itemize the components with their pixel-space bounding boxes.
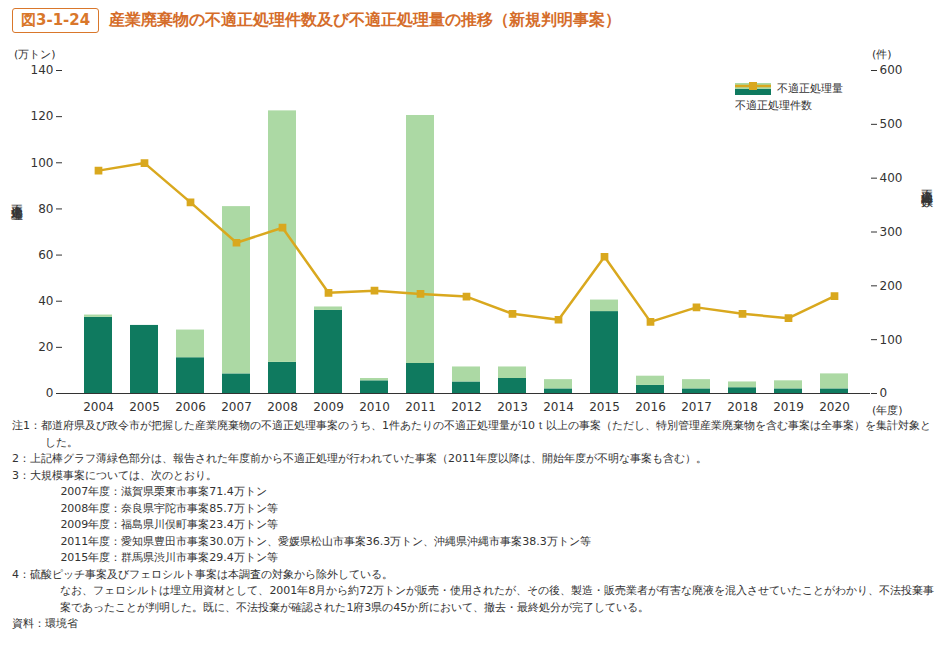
svg-text:2014: 2014 — [543, 400, 574, 414]
svg-text:2008: 2008 — [267, 400, 298, 414]
svg-text:2016: 2016 — [635, 400, 666, 414]
svg-text:2006: 2006 — [175, 400, 206, 414]
svg-text:100: 100 — [880, 333, 903, 347]
svg-text:2017: 2017 — [681, 400, 712, 414]
html-text:産業廃棄物の不適正処理件数及び不適正処理量の推移（新規判明事: 産業廃棄物の不適正処理件数及び不適正処理量の推移（新規判明事案） — [109, 10, 622, 29]
svg-text:300: 300 — [880, 225, 903, 239]
svg-text:60: 60 — [38, 248, 53, 262]
svg-text:2007: 2007 — [221, 400, 252, 414]
svg-text:2015: 2015 — [589, 400, 620, 414]
svg-text:2009: 2009 — [313, 400, 344, 414]
svg-text:2019: 2019 — [773, 400, 804, 414]
svg-text:20: 20 — [38, 340, 53, 354]
svg-text:400: 400 — [880, 171, 903, 185]
svg-text:40: 40 — [38, 294, 53, 308]
html-text:2008年度：奈良県宇陀市事案85.7万トン等: 2008年度：奈良県宇陀市事案85.7万トン等 — [60, 501, 278, 515]
html-text:(年度): (年度) — [872, 404, 903, 417]
html-text:2009年度：福島県川俣町事案23.4万トン等: 2009年度：福島県川俣町事案23.4万トン等 — [60, 518, 278, 531]
svg-text:600: 600 — [880, 63, 903, 77]
html-text:なお、フェロシルトは埋立用資材として、2001年8月から約7: なお、フェロシルトは埋立用資材として、2001年8月から約72万トンが販売・使用… — [60, 584, 935, 614]
svg-text:2011: 2011 — [405, 400, 436, 414]
html-text:3：大規模事案については、次のとおり。: 3：大規模事案については、次のとおり。 — [12, 468, 217, 482]
svg-text:2010: 2010 — [359, 400, 390, 414]
svg-text:200: 200 — [880, 279, 903, 293]
svg-text:100: 100 — [31, 156, 54, 170]
svg-text:0: 0 — [46, 386, 54, 400]
html-text:不適正処理量: 不適正処理量 — [10, 195, 24, 201]
html-text:2011年度：愛知県豊田市事案30.0万トン、愛媛県松山市事: 2011年度：愛知県豊田市事案30.0万トン、愛媛県松山市事案36.3万トン、沖… — [60, 534, 591, 548]
html-text:2015年度：群馬県渋川市事案29.4万トン等: 2015年度：群馬県渋川市事案29.4万トン等 — [60, 551, 278, 564]
html-text:資料：環境省: 資料：環境省 — [12, 617, 78, 630]
html-text:2007年度：滋賀県栗東市事案71.4万トン: 2007年度：滋賀県栗東市事案71.4万トン — [60, 485, 267, 498]
svg-text:2005: 2005 — [129, 400, 160, 414]
html-text:注1：都道府県及び政令市が把握した産業廃棄物の不適正処理事案: 注1：都道府県及び政令市が把握した産業廃棄物の不適正処理事案のうち、1件あたりの… — [12, 419, 931, 449]
svg-text:120: 120 — [31, 109, 54, 123]
svg-text:0: 0 — [880, 386, 888, 400]
svg-text:80: 80 — [38, 202, 53, 216]
html-text:不適正処理件数: 不適正処理件数 — [920, 180, 934, 187]
html-text:(万トン): (万トン) — [14, 48, 56, 61]
html-text:不適正処理量: 不適正処理量 — [777, 82, 843, 95]
svg-text:2004: 2004 — [83, 400, 114, 414]
svg-text:2013: 2013 — [497, 400, 528, 414]
svg-text:2020: 2020 — [819, 400, 850, 414]
html-text:図3-1-24: 図3-1-24 — [21, 11, 91, 29]
html-text:(件): (件) — [872, 48, 892, 61]
svg-text:2012: 2012 — [451, 400, 482, 414]
svg-text:500: 500 — [880, 117, 903, 131]
html-text:4：硫酸ピッチ事案及びフェロシルト事案は本調査の対象から除外: 4：硫酸ピッチ事案及びフェロシルト事案は本調査の対象から除外している。 — [12, 567, 393, 581]
svg-text:140: 140 — [31, 63, 54, 77]
html-text:2：上記棒グラフ薄緑色部分は、報告された年度前から不適正処理: 2：上記棒グラフ薄緑色部分は、報告された年度前から不適正処理が行われていた事案（… — [12, 452, 707, 465]
html-text:不適正処理件数: 不適正処理件数 — [735, 99, 812, 112]
svg-text:2018: 2018 — [727, 400, 758, 414]
